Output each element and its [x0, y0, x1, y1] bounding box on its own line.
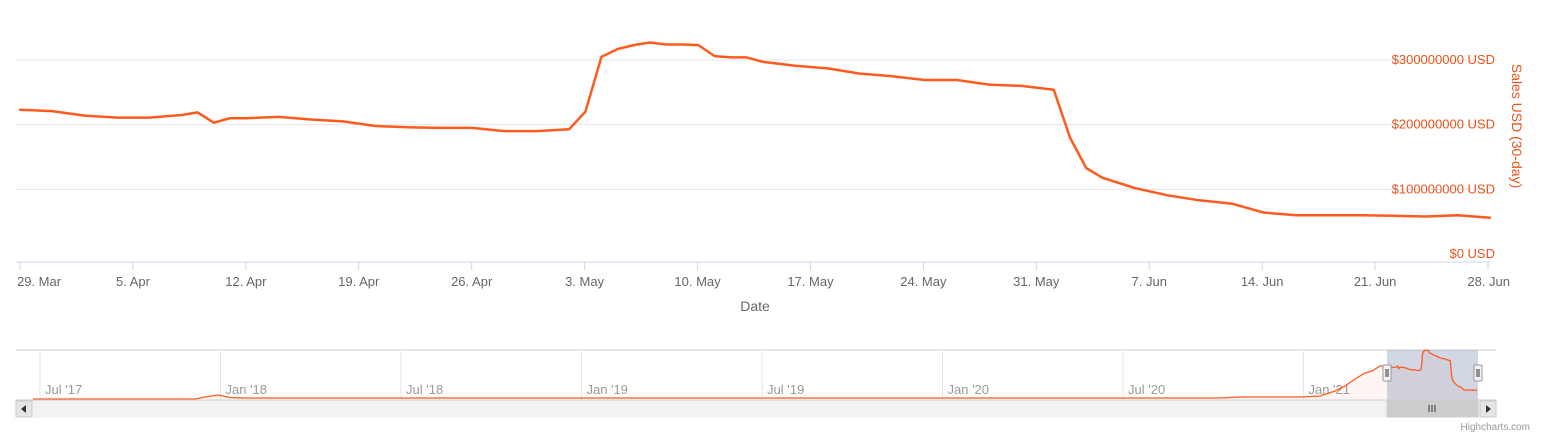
navigator[interactable]: Jul '17 Jan '18 Jul '18 Jan '19 Jul '19 Jan '… [16, 349, 1496, 401]
navigator-tick-label: Jan '20 [948, 382, 990, 397]
x-tick-label: 12. Apr [225, 274, 267, 289]
navigator-area [33, 349, 1477, 399]
x-tick-label: 24. May [900, 274, 947, 289]
navigator-left-handle[interactable] [1382, 364, 1392, 382]
y-tick-label: $100000000 USD [1392, 181, 1495, 196]
x-tick-label: 3. May [565, 274, 605, 289]
x-tick-label: 7. Jun [1132, 274, 1167, 289]
navigator-tick-label: Jul '18 [406, 382, 443, 397]
navigator-tick-label: Jul '20 [1128, 382, 1165, 397]
x-tick-label: 10. May [674, 274, 721, 289]
x-tick-label: 17. May [787, 274, 834, 289]
y-tick-label: $0 USD [1449, 246, 1495, 261]
arrow-left-icon [21, 405, 26, 413]
x-tick-label: 26. Apr [451, 274, 493, 289]
grip-icon [1428, 405, 1436, 412]
navigator-tick-label: Jul '17 [45, 382, 82, 397]
arrow-right-icon [1486, 405, 1491, 413]
navigator-line [33, 349, 1478, 400]
sales-line [18, 41, 1492, 220]
y-axis-title: Sales USD (30-day) [1509, 64, 1525, 189]
y-axis-labels: $0 USD $100000000 USD $200000000 USD $30000… [1392, 52, 1495, 261]
navigator-right-handle[interactable] [1473, 364, 1483, 382]
x-tick-label: 19. Apr [338, 274, 380, 289]
x-axis-title: Date [740, 298, 770, 314]
x-tick-label: 31. May [1013, 274, 1060, 289]
navigator-tick-label: Jan '19 [587, 382, 629, 397]
x-tick-label: 5. Apr [116, 274, 151, 289]
x-tick-label: 14. Jun [1241, 274, 1284, 289]
navigator-tick-label: Jan '18 [226, 382, 268, 397]
x-tick-label: 21. Jun [1354, 274, 1397, 289]
x-tick-label: 29. Mar [17, 274, 62, 289]
scrollbar[interactable] [15, 400, 1497, 418]
credits-link[interactable]: Highcharts.com [1461, 422, 1530, 433]
navigator-selection[interactable] [1387, 350, 1478, 401]
x-tick-label: 28. Jun [1467, 274, 1510, 289]
x-axis-labels: 29. Mar 5. Apr 12. Apr 19. Apr 26. Apr 3. May… [17, 262, 1510, 289]
y-tick-label: $200000000 USD [1392, 117, 1495, 132]
navigator-tick-label: Jan '21 [1309, 382, 1351, 397]
navigator-labels: Jul '17 Jan '18 Jul '18 Jan '19 Jul '19 Jan '… [39, 350, 1351, 400]
scrollbar-track[interactable] [15, 400, 1497, 418]
navigator-tick-label: Jul '19 [767, 382, 804, 397]
y-tick-label: $300000000 USD [1392, 52, 1495, 67]
